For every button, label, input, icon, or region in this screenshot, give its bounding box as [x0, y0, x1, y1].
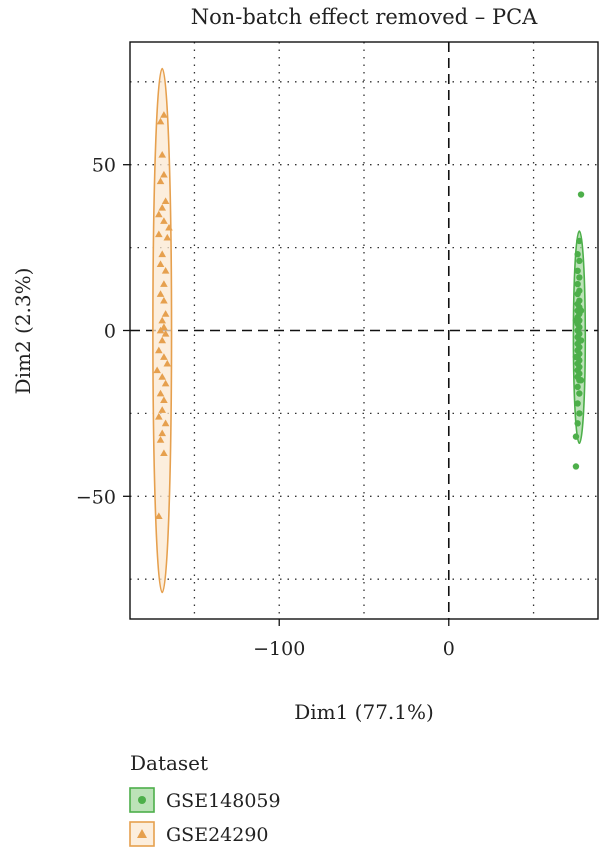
legend-marker-gse148059: [138, 796, 146, 804]
point-gse24290: [158, 150, 167, 158]
point-gse148059: [574, 400, 581, 407]
x-tick-label: −100: [253, 638, 305, 660]
point-gse24290: [158, 429, 167, 437]
point-gse24290: [160, 396, 168, 403]
point-gse148059: [574, 251, 581, 258]
point-gse24290: [161, 267, 170, 274]
point-gse24290: [163, 359, 172, 367]
y-axis-title: Dim2 (2.3%): [11, 268, 35, 395]
x-tick-label: 0: [443, 638, 455, 660]
point-gse24290: [161, 379, 170, 387]
point-gse24290: [158, 373, 167, 380]
point-gse148059: [572, 353, 580, 361]
point-gse148059: [574, 267, 581, 275]
y-tick-label: 0: [104, 321, 116, 343]
point-gse24290: [153, 366, 161, 374]
point-gse24290: [160, 111, 168, 118]
point-gse148059: [577, 191, 585, 198]
point-gse24290: [161, 419, 170, 427]
point-gse148059: [574, 383, 581, 391]
point-gse24290: [160, 449, 168, 457]
point-gse24290: [156, 290, 165, 297]
point-gse24290: [160, 217, 168, 224]
point-gse24290: [160, 296, 168, 304]
legend-entries: GSE148059 GSE24290: [129, 787, 281, 847]
point-gse24290: [160, 353, 168, 360]
point-gse24290: [160, 280, 168, 287]
point-gse24290: [155, 230, 163, 238]
point-gse148059: [574, 280, 581, 288]
point-gse24290: [161, 330, 170, 337]
chart-title: Non-batch effect removed – PCA: [191, 5, 538, 29]
point-gse148059: [572, 463, 580, 470]
point-gse148059: [577, 337, 585, 344]
y-tick-label: 50: [92, 155, 116, 177]
point-gse24290: [165, 223, 173, 231]
point-gse148059: [574, 290, 581, 298]
point-gse24290: [158, 406, 167, 413]
point-gse24290: [158, 316, 167, 324]
plot-area: −100 0 −50 0 50: [76, 41, 599, 660]
point-gse24290: [155, 412, 163, 420]
point-gse24290: [163, 233, 172, 241]
point-gse24290: [161, 310, 170, 317]
point-gse148059: [572, 317, 580, 324]
point-gse24290: [156, 117, 165, 125]
point-gse148059: [574, 420, 581, 427]
point-gse148059: [576, 237, 583, 245]
point-gse24290: [155, 210, 163, 218]
point-gse24290: [156, 436, 165, 443]
point-gse24290: [160, 170, 168, 178]
point-gse24290: [158, 336, 167, 344]
point-gse148059: [577, 377, 585, 384]
point-gse148059: [576, 274, 583, 281]
legend-label-gse24290: GSE24290: [166, 824, 269, 846]
legend-label-gse148059: GSE148059: [166, 790, 281, 812]
point-gse24290: [156, 260, 165, 268]
point-gse24290: [158, 250, 167, 258]
point-gse24290: [158, 204, 167, 211]
point-gse148059: [572, 433, 580, 440]
legend-marker-gse24290: [137, 829, 147, 838]
point-gse148059: [576, 390, 583, 397]
legend: Dataset GSE148059 GSE24290: [129, 751, 281, 847]
x-axis-title: Dim1 (77.1%): [294, 700, 434, 724]
point-gse24290: [155, 346, 163, 354]
point-gse24290: [156, 177, 165, 185]
point-gse24290: [155, 512, 163, 520]
point-gse24290: [156, 389, 165, 397]
point-gse24290: [156, 326, 165, 334]
point-gse148059: [577, 307, 585, 314]
point-gse24290: [161, 197, 170, 205]
y-tick-label: −50: [76, 486, 116, 508]
legend-title: Dataset: [130, 751, 208, 775]
point-gse148059: [576, 410, 583, 417]
point-gse24290: [160, 323, 168, 331]
point-gse148059: [576, 257, 583, 265]
